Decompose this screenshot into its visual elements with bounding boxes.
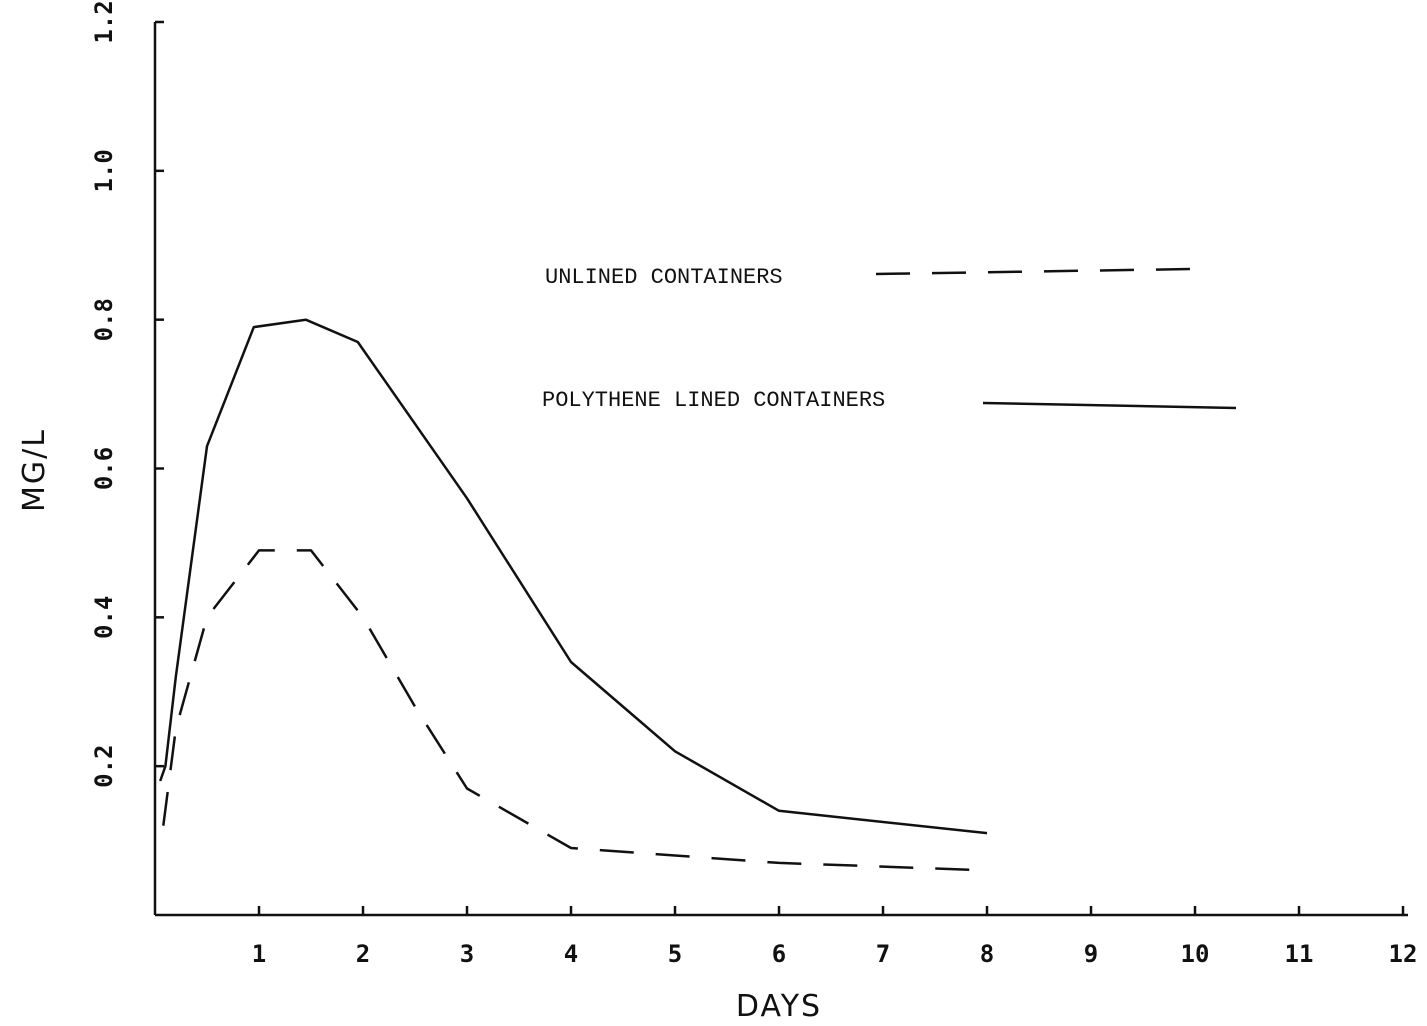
x-ticks: 1 2 3 4 5 6 7 8 9 10 11 12 — [252, 906, 1418, 968]
series-line-polythene — [159, 318, 988, 835]
series-line-unlined — [162, 549, 988, 872]
x-tick-label: 10 — [1181, 940, 1210, 968]
y-axis-label: MG/L — [17, 428, 52, 512]
series-layer — [159, 318, 988, 872]
y-tick-label: 0.2 — [90, 744, 118, 787]
x-axis-label: DAYS — [736, 989, 822, 1024]
x-tick-label: 11 — [1285, 940, 1314, 968]
x-tick-label: 8 — [980, 940, 994, 968]
legend-swatch-unlined — [875, 267, 1193, 276]
legend-swatch-polythene — [982, 401, 1237, 410]
x-tick-label: 12 — [1389, 940, 1418, 968]
x-tick-label: 6 — [772, 940, 786, 968]
y-tick-label: 0.8 — [90, 298, 118, 341]
y-tick-label: 0.4 — [90, 596, 118, 639]
x-tick-label: 5 — [668, 940, 682, 968]
legend: UNLINED CONTAINERS POLYTHENE LINED CONTA… — [542, 265, 1237, 413]
legend-label-unlined: UNLINED CONTAINERS — [545, 265, 783, 290]
y-tick-label: 1.2 — [90, 0, 118, 43]
x-tick-label: 2 — [356, 940, 370, 968]
x-tick-label: 9 — [1084, 940, 1098, 968]
y-ticks: 0.2 0.4 0.6 0.8 1.0 1.2 — [90, 0, 164, 788]
x-tick-label: 4 — [564, 940, 578, 968]
y-tick-label: 1.0 — [90, 149, 118, 192]
x-tick-label: 1 — [252, 940, 266, 968]
y-tick-label: 0.6 — [90, 447, 118, 490]
x-tick-label: 7 — [876, 940, 890, 968]
legend-label-polythene: POLYTHENE LINED CONTAINERS — [542, 388, 885, 413]
axes — [153, 22, 1408, 917]
x-tick-label: 3 — [460, 940, 474, 968]
